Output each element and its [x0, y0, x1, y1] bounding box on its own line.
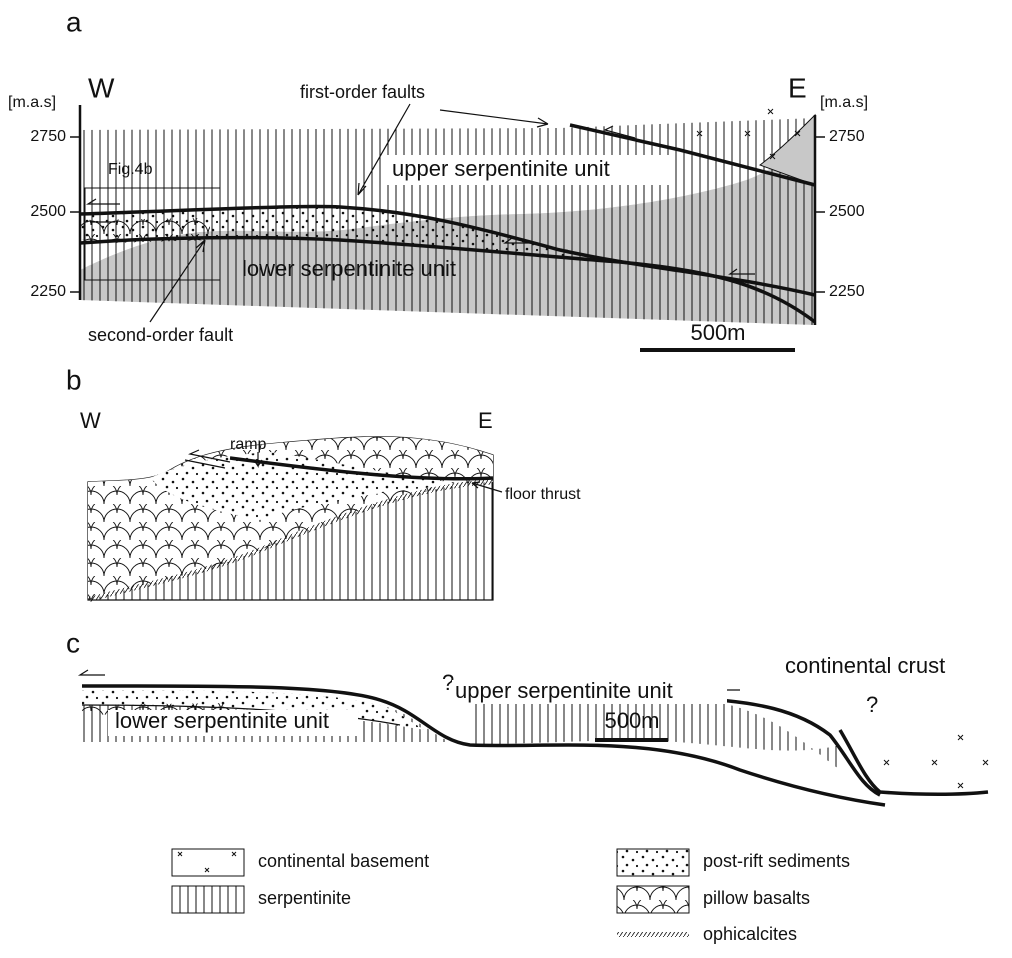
east-label: E — [788, 72, 807, 103]
unit-label: [m.a.s] — [820, 94, 868, 111]
panel-c: c lower serpentinite unit ? upper serpen… — [66, 627, 988, 805]
panel-label: b — [66, 364, 82, 395]
east-label: E — [478, 408, 493, 433]
figure: a [m.a.s] W E [m.a.s] 2750 2500 2250 275… — [0, 0, 1012, 958]
panel-a: a [m.a.s] W E [m.a.s] 2750 2500 2250 275… — [8, 6, 868, 350]
annotation: floor thrust — [505, 486, 581, 503]
tick-label: 2750 — [829, 128, 865, 145]
annotation: lower serpentinite unit — [115, 708, 329, 733]
legend-label: serpentinite — [258, 888, 351, 908]
panel-label: a — [66, 6, 82, 37]
legend-swatch — [617, 886, 689, 913]
legend-label: continental basement — [258, 851, 429, 871]
fault — [840, 730, 988, 794]
tick-label: 2500 — [829, 203, 865, 220]
panel-label: c — [66, 627, 80, 658]
annotation: ramp — [230, 436, 267, 453]
tick-label: 2750 — [30, 128, 66, 145]
west-label: W — [80, 408, 101, 433]
tick-label: 2500 — [30, 203, 66, 220]
west-label: W — [88, 72, 115, 103]
legend-label: pillow basalts — [703, 888, 810, 908]
annotation: first-order faults — [300, 82, 425, 102]
annotation: ? — [866, 692, 878, 717]
scale-label: 500m — [604, 708, 659, 733]
crosses — [884, 735, 988, 788]
legend-swatch — [617, 932, 689, 937]
legend-swatch — [617, 849, 689, 876]
legend: continental basement serpentinite post-r… — [172, 849, 850, 944]
tick-label: 2250 — [829, 283, 865, 300]
panel-b: b W E ramp floor thrust — [66, 364, 581, 600]
annotation: upper serpentinite unit — [455, 678, 673, 703]
scale-label: 500m — [690, 320, 745, 345]
tick-label: 2250 — [30, 283, 66, 300]
annotation: continental crust — [785, 653, 945, 678]
unit-label: [m.a.s] — [8, 94, 56, 111]
legend-swatch — [172, 886, 244, 913]
annotation: Fig.4b — [108, 161, 153, 178]
annotation: lower serpentinite unit — [242, 256, 456, 281]
annotation: upper serpentinite unit — [392, 156, 610, 181]
legend-label: ophicalcites — [703, 924, 797, 944]
legend-label: post-rift sediments — [703, 851, 850, 871]
annotation: second-order fault — [88, 325, 233, 345]
